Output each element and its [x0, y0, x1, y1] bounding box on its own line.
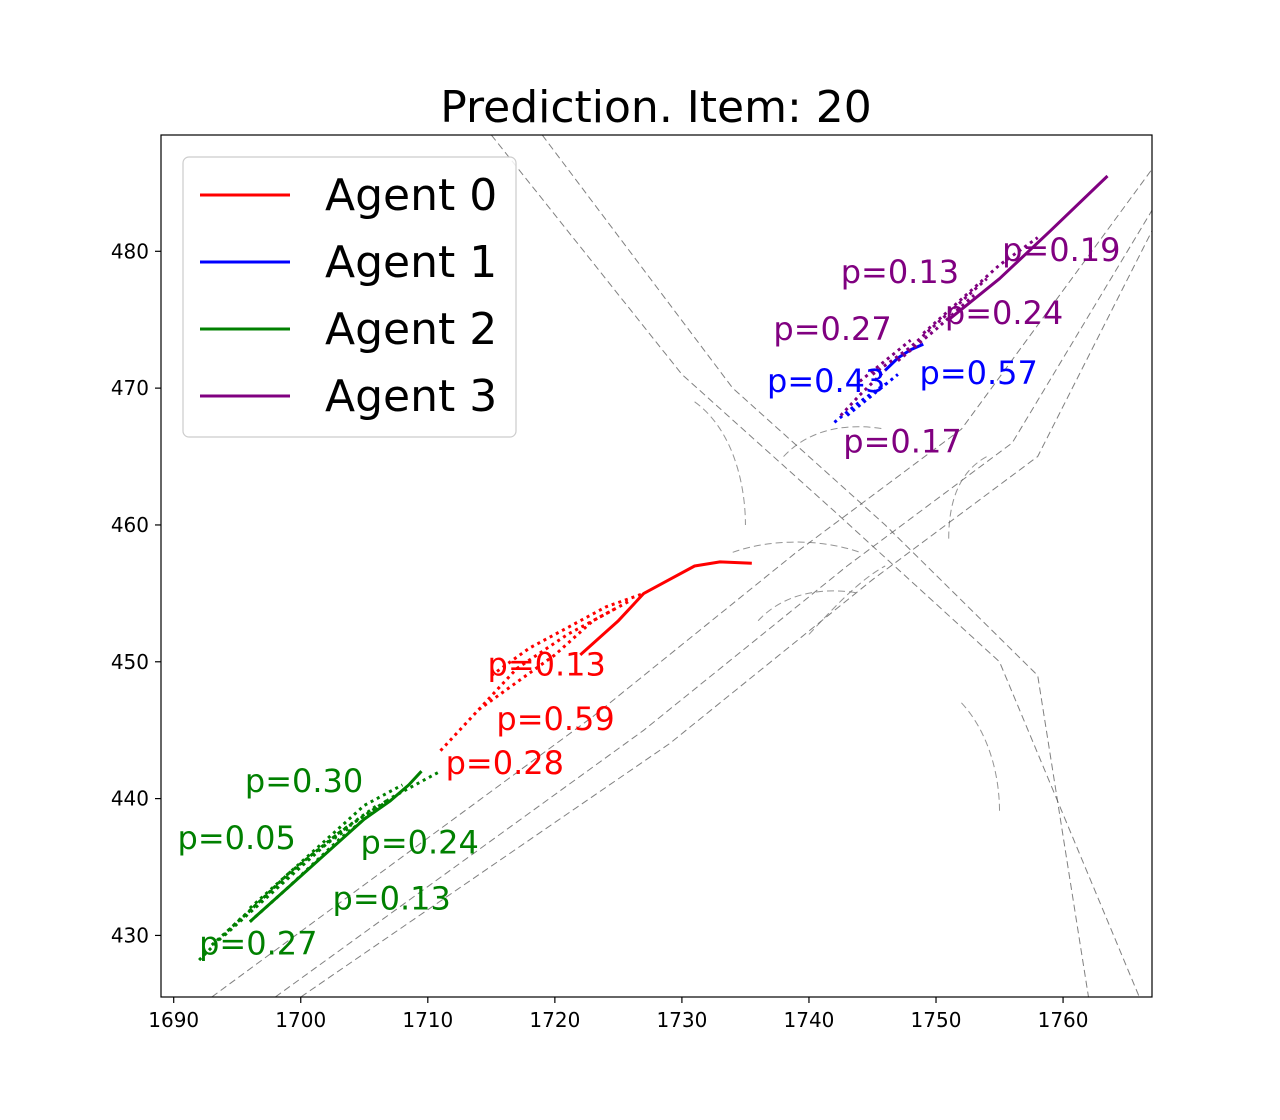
x-tick-label-1690: 1690	[148, 1008, 199, 1032]
legend-frame	[182, 156, 517, 438]
agent-2-prediction-2	[248, 769, 442, 923]
map-lane-line-1	[541, 135, 1089, 997]
agent-2-prediction-3	[223, 804, 378, 937]
agent-3-prediction-0	[871, 277, 988, 376]
agent-3-probability-label-3: p=0.24	[945, 294, 1063, 332]
agent-2-probability-label-2: p=0.24	[361, 823, 479, 861]
agent-2-prediction-1	[210, 797, 391, 947]
agent-2-probability-label-1: p=0.05	[178, 819, 296, 857]
agent-2-prediction-0	[248, 783, 404, 910]
y-tick-label-440: 440	[111, 787, 149, 811]
legend-label-agent-3: Agent 3	[325, 371, 497, 422]
y-axis: 430 440 450 460 470 480	[111, 239, 161, 947]
agent-2-probability-label-0: p=0.30	[245, 762, 363, 800]
agent-3-probability-label-0: p=0.13	[841, 253, 959, 291]
map-curve-1	[783, 426, 886, 457]
agent-2-prediction-4	[198, 824, 353, 962]
x-tick-label-1740: 1740	[784, 1008, 835, 1032]
agent-3-probability-label-2: p=0.27	[773, 310, 891, 348]
agent-3-probability-label-4: p=0.17	[843, 422, 961, 460]
y-tick-label-470: 470	[111, 376, 149, 400]
agent-3-probability-label-1: p=0.19	[1002, 231, 1120, 269]
x-tick-label-1760: 1760	[1038, 1008, 1089, 1032]
map-curve-3	[948, 456, 988, 539]
map-lane-line-3	[275, 210, 1152, 997]
x-tick-label-1710: 1710	[402, 1008, 453, 1032]
x-tick-label-1730: 1730	[656, 1008, 707, 1032]
agent-1-probability-label-0: p=0.43	[767, 362, 885, 400]
map-layer	[211, 135, 1152, 997]
agent-0-history-line	[579, 560, 752, 657]
agent-0-probability-label-0: p=0.13	[488, 646, 606, 684]
agent-1-probability-label-1: p=0.57	[920, 354, 1038, 392]
chart-title: Prediction. Item: 20	[440, 82, 872, 133]
agent-0-prediction-2	[439, 605, 620, 752]
x-tick-label-1720: 1720	[529, 1008, 580, 1032]
legend-label-agent-2: Agent 2	[325, 304, 497, 355]
agent-3-history-line	[947, 174, 1109, 321]
map-curve-4	[757, 590, 860, 622]
agent-0-probability-label-1: p=0.59	[496, 700, 614, 738]
map-curve-0	[694, 401, 746, 525]
map-lane-line-4	[300, 230, 1152, 997]
map-lane-line-2	[211, 168, 1152, 997]
probability-labels: p=0.13 p=0.59 p=0.28 p=0.43 p=0.57 p=0.30 p=0.…	[178, 231, 1121, 963]
map-curve-6	[961, 702, 1001, 813]
legend: Agent 0 Agent 1 Agent 2 Agent 3	[182, 156, 517, 438]
agent-3-prediction-3	[896, 293, 976, 362]
agent-2-probability-label-4: p=0.27	[199, 925, 317, 963]
y-tick-label-450: 450	[111, 650, 149, 674]
y-tick-label-460: 460	[111, 513, 149, 537]
map-curve-2	[732, 541, 860, 553]
x-axis: 1690 1700 1710 1720 1730 1740 1750 1760	[148, 997, 1089, 1032]
agent-0-probability-label-2: p=0.28	[446, 744, 564, 782]
y-tick-label-430: 430	[111, 923, 149, 947]
agent-3-prediction-4	[839, 369, 887, 417]
legend-label-agent-0: Agent 0	[325, 170, 497, 221]
agent-0-prediction-0	[490, 591, 645, 677]
series-layer	[198, 174, 1109, 962]
agent-0-prediction-1	[477, 598, 632, 711]
map-lane-line-0	[490, 135, 1140, 997]
map-curve-5	[808, 565, 886, 635]
x-tick-label-1750: 1750	[911, 1008, 962, 1032]
agent-2-probability-label-3: p=0.13	[333, 879, 451, 917]
x-tick-label-1700: 1700	[275, 1008, 326, 1032]
legend-label-agent-1: Agent 1	[325, 237, 497, 288]
y-tick-label-480: 480	[111, 239, 149, 263]
plot-area-frame	[160, 134, 1153, 998]
